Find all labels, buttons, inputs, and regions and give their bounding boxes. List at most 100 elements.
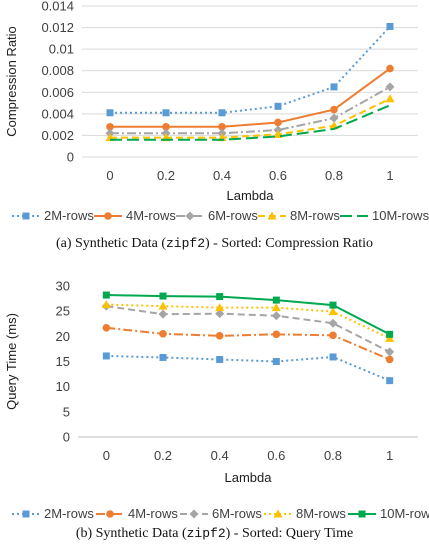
ratio-point-2M-rows (162, 109, 170, 117)
time-x-tick-label: 1 (386, 448, 393, 463)
time-point-6M-rows (215, 309, 225, 319)
ratio-x-tick-label: 0.2 (157, 168, 175, 183)
time-y-tick-label: 25 (56, 304, 70, 319)
time-point-6M-rows (271, 311, 281, 321)
ratio-legend-label: 2M-rows (44, 208, 94, 223)
ratio-point-6M-rows (385, 82, 395, 92)
ratio-point-4M-rows (386, 64, 394, 73)
ratio-legend-label: 6M-rows (208, 208, 258, 223)
caption-b-prefix: (b) Synthetic Data ( (75, 526, 187, 541)
ratio-y-tick-label: 0.01 (49, 42, 74, 57)
time-y-tick-label: 10 (56, 379, 70, 394)
time-legend-label: 2M-rows (44, 506, 94, 521)
time-line-8M-rows (106, 303, 391, 340)
time-legend-label: 10M-rows (380, 506, 429, 521)
time-point-4M-rows (329, 331, 337, 340)
time-point-8M-rows (328, 307, 338, 316)
time-y-tick-label: 20 (56, 329, 70, 344)
time-legend-item-10M-rows: 10M-rows (348, 506, 429, 521)
time-legend-item-8M-rows: 8M-rows (264, 506, 346, 521)
time-point-6M-rows (158, 309, 168, 319)
ratio-point-2M-rows (274, 102, 282, 110)
ratio-legend-label: 10M-rows (372, 208, 429, 223)
caption-query-time: (b) Synthetic Data (zipf2) - Sorted: Que… (0, 526, 429, 542)
time-legend-marker (22, 510, 30, 518)
time-y-tick-label: 15 (56, 354, 70, 369)
caption-b-suffix: ) - Sorted: Query Time (225, 526, 354, 541)
ratio-x-tick-label: 0 (106, 168, 113, 183)
ratio-x-tick-label: 0.8 (325, 168, 343, 183)
time-point-6M-rows (328, 318, 338, 328)
ratio-line-8M-rows (110, 97, 391, 139)
ratio-point-2M-rows (330, 83, 338, 91)
time-legend-marker (106, 510, 114, 518)
ratio-legend-marker (104, 212, 112, 220)
caption-a-suffix: ) - Sorted: Compression Ratio (205, 236, 374, 251)
ratio-series-10M-rows (110, 104, 391, 141)
ratio-point-4M-rows (106, 123, 114, 131)
ratio-legend-item-2M-rows: 2M-rows (12, 208, 94, 223)
ratio-legend-item-6M-rows: 6M-rows (176, 208, 258, 223)
time-legend-label: 8M-rows (296, 506, 346, 521)
caption-compression-ratio: (a) Synthetic Data (zipf2) - Sorted: Com… (0, 236, 429, 252)
time-series-10M-rows (102, 291, 394, 338)
time-line-4M-rows (106, 326, 391, 361)
time-legend-item-4M-rows: 4M-rows (96, 506, 178, 521)
ratio-legend-item-8M-rows: 8M-rows (258, 208, 340, 223)
time-y-tick-label: 30 (56, 279, 70, 294)
time-point-10M-rows (159, 292, 167, 300)
ratio-legend-label: 8M-rows (290, 208, 340, 223)
ratio-y-tick-label: 0.002 (41, 128, 74, 143)
ratio-legend-marker (22, 212, 30, 220)
ratio-series-2M-rows (106, 22, 394, 117)
ratio-line-6M-rows (110, 86, 391, 135)
time-point-2M-rows (159, 353, 167, 361)
time-y-axis-label: Query Time (ms) (4, 313, 19, 410)
time-legend-marker (358, 510, 366, 518)
compression-ratio-chart: 0 0.002 0.004 0.006 0.008 0.01 0.012 0.014 0 0.2 0… (4, 0, 429, 223)
time-x-tick-label: 0.4 (211, 448, 229, 463)
time-legend-item-2M-rows: 2M-rows (12, 506, 94, 521)
ratio-point-2M-rows (218, 109, 226, 117)
time-line-6M-rows (106, 305, 391, 353)
ratio-legend-label: 4M-rows (126, 208, 176, 223)
time-x-tick-label: 0.6 (267, 448, 285, 463)
query-time-chart: 0 5 10 15 20 25 30 0 0.2 0.4 0.6 0.8 1 Lambda Query Ti… (4, 279, 429, 522)
caption-b-code: zipf2 (186, 526, 226, 541)
ratio-point-4M-rows (218, 123, 226, 131)
time-legend-label: 4M-rows (128, 506, 178, 521)
time-x-tick-label: 0 (103, 448, 110, 463)
time-legend-item-6M-rows: 6M-rows (180, 506, 262, 521)
time-point-8M-rows (101, 300, 111, 309)
ratio-line-10M-rows (110, 104, 391, 141)
ratio-x-tick-label: 0.4 (213, 168, 231, 183)
time-y-tick-label: 5 (63, 404, 70, 419)
time-point-10M-rows (102, 291, 110, 299)
time-point-6M-rows (385, 347, 395, 357)
time-point-2M-rows (216, 355, 224, 363)
time-point-10M-rows (272, 296, 280, 304)
time-point-2M-rows (386, 377, 394, 385)
time-line-2M-rows (106, 354, 391, 382)
ratio-point-2M-rows (106, 109, 114, 117)
ratio-series-4M-rows (106, 64, 394, 131)
time-point-10M-rows (216, 293, 224, 301)
time-y-tick-label: 0 (63, 430, 70, 445)
ratio-y-tick-label: 0.014 (41, 0, 74, 14)
ratio-y-tick-label: 0.012 (41, 20, 74, 35)
ratio-y-axis-label: Compression Ratio (4, 26, 19, 137)
time-series-6M-rows (101, 301, 395, 357)
ratio-y-tick-label: 0 (67, 150, 74, 165)
ratio-point-4M-rows (330, 105, 338, 114)
time-legend-marker (189, 509, 199, 519)
ratio-y-tick-label: 0.006 (41, 85, 74, 100)
time-point-8M-rows (271, 303, 281, 312)
time-series-8M-rows (101, 300, 395, 342)
time-x-axis-label: Lambda (225, 470, 273, 485)
time-point-2M-rows (272, 358, 280, 365)
time-point-8M-rows (158, 301, 168, 310)
ratio-x-tick-label: 0.6 (269, 168, 287, 183)
time-point-4M-rows (159, 330, 167, 338)
ratio-point-2M-rows (386, 22, 394, 30)
ratio-y-tick-label: 0.004 (41, 106, 74, 121)
